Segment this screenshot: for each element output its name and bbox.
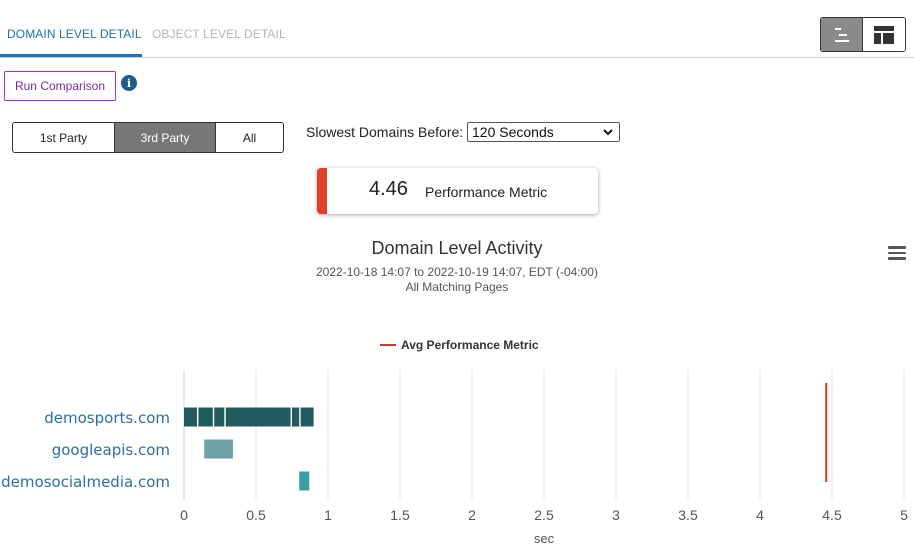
slowest-domains-label: Slowest Domains Before: xyxy=(306,124,464,140)
chart-scope: All Matching Pages xyxy=(405,280,509,294)
chevron-down-icon xyxy=(603,129,613,136)
x-tick-label: 4 xyxy=(756,507,764,523)
metric-label: Performance Metric xyxy=(425,184,548,200)
y-category-label: demosocialmedia.com xyxy=(1,473,170,491)
party-option-1st[interactable]: 1st Party xyxy=(39,130,88,145)
activity-bar xyxy=(184,407,197,427)
y-category-label: googleapis.com xyxy=(52,441,170,459)
x-axis-label: sec xyxy=(534,531,555,546)
slowest-domains-value: 120 Seconds xyxy=(472,124,554,140)
x-tick-label: 3 xyxy=(612,507,620,523)
activity-bar xyxy=(214,407,225,427)
x-tick-label: 1 xyxy=(324,507,332,523)
layout-view-button[interactable] xyxy=(863,18,905,51)
slowest-domains-select[interactable]: 120 Seconds xyxy=(467,122,620,142)
metric-value: 4.46 xyxy=(369,178,408,200)
legend-swatch xyxy=(380,344,396,346)
x-tick-label: 2 xyxy=(468,507,476,523)
domain-activity-chart: 0 0.5 1 1.5 2 2.5 3 3.5 4 4.5 5 sec demosports.com go… xyxy=(1,370,908,546)
chart-legend[interactable]: Avg Performance Metric xyxy=(380,338,539,352)
chart-title: Domain Level Activity xyxy=(371,238,543,258)
chart-date-range: 2022-10-18 14:07 to 2022-10-19 14:07, ED… xyxy=(316,265,598,279)
tab-bar: DOMAIN LEVEL DETAIL OBJECT LEVEL DETAIL xyxy=(0,0,914,58)
x-tick-label: 4.5 xyxy=(822,507,842,523)
performance-metric-card: 4.46 Performance Metric xyxy=(317,168,598,214)
waterfall-view-button[interactable] xyxy=(821,18,863,51)
legend-label: Avg Performance Metric xyxy=(401,338,539,352)
tab-domain-level-detail[interactable]: DOMAIN LEVEL DETAIL xyxy=(7,27,142,41)
activity-bar xyxy=(204,439,233,459)
x-tick-label: 2.5 xyxy=(534,507,554,523)
activity-bar xyxy=(292,407,300,427)
x-tick-label: 1.5 xyxy=(390,507,410,523)
x-tick-label: 5 xyxy=(900,507,908,523)
layout-icon xyxy=(874,25,894,44)
tab-object-level-detail[interactable]: OBJECT LEVEL DETAIL xyxy=(152,27,286,41)
activity-bar xyxy=(198,407,213,427)
view-toggle xyxy=(820,17,906,52)
activity-bar xyxy=(300,407,314,427)
x-tick-label: 0.5 xyxy=(246,507,266,523)
metric-status-bar xyxy=(317,168,327,214)
party-option-all[interactable]: All xyxy=(215,123,283,152)
waterfall-icon xyxy=(834,27,849,42)
party-option-3rd[interactable]: 3rd Party xyxy=(114,123,215,152)
info-icon[interactable]: i xyxy=(121,75,137,91)
chart-menu-icon[interactable] xyxy=(888,246,906,260)
x-tick-label: 3.5 xyxy=(678,507,698,523)
run-comparison-button[interactable]: Run Comparison xyxy=(4,71,116,101)
y-category-label: demosports.com xyxy=(44,409,170,427)
activity-bar xyxy=(299,471,310,491)
party-filter: 1st Party 3rd Party All xyxy=(12,122,284,153)
x-tick-label: 0 xyxy=(180,507,188,523)
active-tab-indicator xyxy=(0,54,142,57)
activity-bar xyxy=(225,407,291,427)
